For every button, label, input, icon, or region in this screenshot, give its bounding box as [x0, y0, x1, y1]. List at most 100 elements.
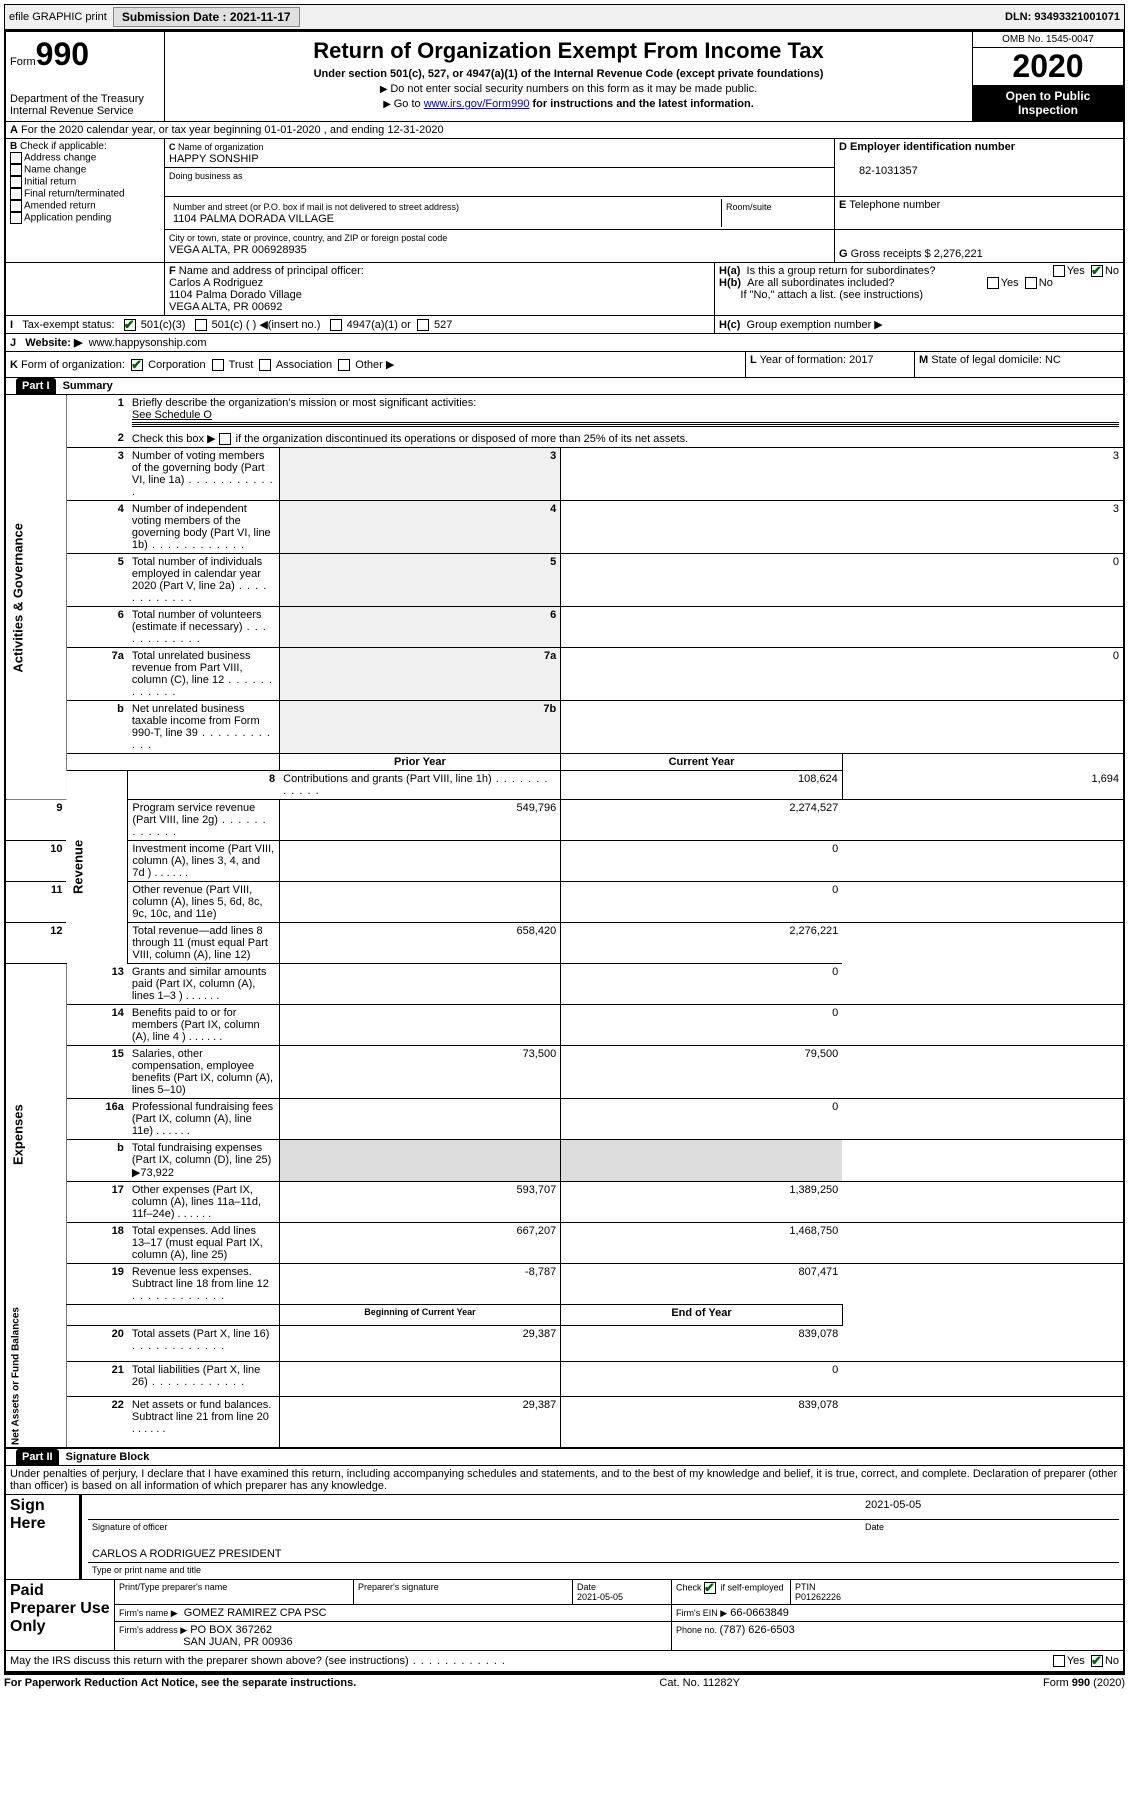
addr-change-checkbox[interactable]	[10, 152, 22, 164]
l-label: Year of formation:	[760, 354, 849, 366]
addr-label: Number and street (or P.O. box if mail i…	[173, 202, 459, 212]
hb-no-checkbox[interactable]	[1025, 277, 1037, 289]
type-name-label: Type or print name and title	[88, 1562, 1119, 1577]
officer-addr2: VEGA ALTA, PR 00692	[169, 301, 282, 313]
irs-label: Internal Revenue Service	[10, 105, 160, 117]
501c3-checkbox[interactable]	[124, 319, 136, 331]
sig-date-label: Date	[861, 1519, 1119, 1534]
ha-yes-checkbox[interactable]	[1053, 265, 1065, 277]
pra-notice: For Paperwork Reduction Act Notice, see …	[4, 1677, 356, 1689]
officer-typed: CARLOS A RODRIGUEZ PRESIDENT	[88, 1546, 1119, 1563]
title-cell: Return of Organization Exempt From Incom…	[165, 31, 973, 122]
l2-checkbox[interactable]	[219, 433, 231, 445]
j-label: Website: ▶	[25, 337, 82, 349]
inst2-post: for instructions and the latest informat…	[529, 98, 753, 110]
part2-header: Part II	[16, 1449, 59, 1465]
form-label: Form	[10, 56, 36, 68]
firm-ein: 66-0663849	[730, 1607, 789, 1619]
d-label: Employer identification number	[850, 141, 1015, 153]
form-table: Form990 Department of the Treasury Inter…	[4, 30, 1125, 1673]
form-footer: Form 990 (2020)	[1043, 1677, 1125, 1689]
suite-label: Room/suite	[726, 202, 772, 212]
ein-value: 82-1031357	[839, 165, 918, 177]
part1-title: Summary	[59, 380, 113, 392]
hc-label: Group exemption number ▶	[747, 319, 883, 331]
assoc-checkbox[interactable]	[259, 359, 271, 371]
other-checkbox[interactable]	[338, 359, 350, 371]
discuss-label: May the IRS discuss this return with the…	[10, 1655, 506, 1667]
year-cell: OMB No. 1545-0047 2020 Open to Public In…	[973, 31, 1125, 122]
l3-val: 3	[561, 448, 1123, 501]
year-formation: 2017	[849, 354, 873, 366]
corp-checkbox[interactable]	[131, 359, 143, 371]
dln-label: DLN: 93493321001071	[1005, 11, 1120, 23]
527-checkbox[interactable]	[417, 319, 429, 331]
officer-addr1: 1104 Palma Dorado Village	[169, 289, 302, 301]
discuss-no-checkbox[interactable]	[1091, 1655, 1103, 1667]
city-value: VEGA ALTA, PR 006928935	[169, 244, 307, 256]
form-id-cell: Form990 Department of the Treasury Inter…	[5, 31, 165, 122]
part2-title: Signature Block	[62, 1451, 150, 1463]
inst2-pre: Go to	[383, 98, 423, 110]
firm-addr1: PO BOX 367262	[190, 1624, 272, 1636]
hb-note: If "No," attach a list. (see instruction…	[740, 289, 923, 301]
preparer-label: Paid Preparer Use Only	[6, 1580, 115, 1650]
f-label: Name and address of principal officer:	[179, 265, 364, 277]
ptin-value: P01262226	[795, 1592, 841, 1602]
vlabel-revenue: Revenue	[66, 771, 127, 964]
sign-here-label: Sign Here	[6, 1495, 81, 1579]
k-label: Form of organization:	[21, 359, 125, 371]
g-label: Gross receipts $	[851, 248, 934, 260]
prep-h1: Print/Type preparer's name	[115, 1580, 354, 1605]
inspection-badge: Open to Public Inspection	[973, 85, 1123, 121]
hb-yes-checkbox[interactable]	[987, 277, 999, 289]
submission-date-button[interactable]: Submission Date : 2021-11-17	[113, 7, 300, 27]
vlabel-netassets: Net Assets or Fund Balances	[6, 1305, 66, 1447]
dba-label: Doing business as	[169, 171, 243, 181]
top-toolbar: efile GRAPHIC print Submission Date : 20…	[4, 4, 1125, 30]
city-label: City or town, state or province, country…	[169, 233, 447, 243]
instruction-1: Do not enter social security numbers on …	[175, 83, 962, 95]
e-label: Telephone number	[849, 199, 940, 211]
b-label: Check if applicable:	[20, 141, 107, 152]
main-title: Return of Organization Exempt From Incom…	[175, 38, 962, 64]
part1-header: Part I	[16, 378, 56, 394]
sign-date: 2021-05-05	[861, 1497, 1119, 1520]
col-end: End of Year	[561, 1305, 843, 1326]
col-begin: Beginning of Current Year	[279, 1305, 561, 1326]
gross-receipts: 2,276,221	[934, 248, 983, 260]
sig-officer-label: Signature of officer	[88, 1519, 861, 1534]
ha-label: Is this a group return for subordinates?	[747, 265, 936, 277]
4947-checkbox[interactable]	[330, 319, 342, 331]
tax-year: 2020	[973, 48, 1123, 85]
501c-checkbox[interactable]	[195, 319, 207, 331]
l3-desc: Number of voting members of the governin…	[128, 448, 279, 501]
vlabel-expenses: Expenses	[6, 964, 66, 1305]
trust-checkbox[interactable]	[212, 359, 224, 371]
form-number: 990	[36, 36, 89, 72]
amended-checkbox[interactable]	[10, 200, 22, 212]
name-change-checkbox[interactable]	[10, 164, 22, 176]
dept-treasury: Department of the Treasury	[10, 93, 160, 105]
final-return-checkbox[interactable]	[10, 188, 22, 200]
subtitle: Under section 501(c), 527, or 4947(a)(1)…	[175, 68, 962, 80]
firm-addr2: SAN JUAN, PR 00936	[183, 1636, 292, 1648]
initial-return-checkbox[interactable]	[10, 176, 22, 188]
discuss-yes-checkbox[interactable]	[1053, 1655, 1065, 1667]
form990-link[interactable]: www.irs.gov/Form990	[424, 98, 530, 110]
efile-label: efile GRAPHIC print	[9, 11, 107, 23]
officer-name: Carlos A Rodriguez	[169, 277, 263, 289]
omb-number: OMB No. 1545-0047	[973, 32, 1123, 48]
section-b: B Check if applicable: Address change Na…	[6, 139, 165, 262]
col-current: Current Year	[561, 754, 843, 771]
firm-name: GOMEZ RAMIREZ CPA PSC	[184, 1607, 327, 1619]
ha-no-checkbox[interactable]	[1091, 265, 1103, 277]
street-addr: 1104 PALMA DORADA VILLAGE	[173, 213, 334, 225]
app-pending-checkbox[interactable]	[10, 212, 22, 224]
l1-value: See Schedule O	[132, 409, 212, 421]
prep-h2: Preparer's signature	[354, 1580, 573, 1605]
firm-phone: (787) 626-6503	[720, 1624, 795, 1636]
self-employed-checkbox[interactable]	[704, 1582, 716, 1594]
m-label: State of legal domicile:	[931, 354, 1045, 366]
l1-desc: Briefly describe the organization's miss…	[132, 397, 476, 409]
